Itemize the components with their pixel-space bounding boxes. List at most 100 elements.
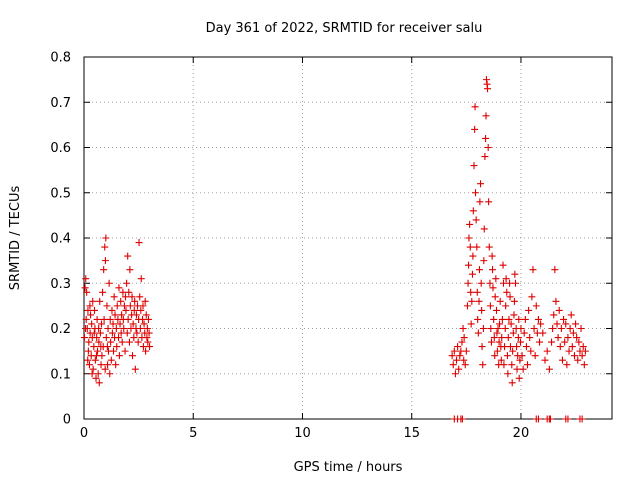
- data-point: [515, 315, 523, 323]
- data-point: [461, 361, 469, 369]
- data-point: [498, 315, 506, 323]
- data-point: [106, 315, 114, 323]
- data-point: [449, 361, 457, 369]
- data-point: [482, 134, 490, 142]
- data-point: [104, 361, 112, 369]
- data-point: [131, 365, 139, 373]
- data-point: [562, 320, 570, 328]
- data-point: [144, 315, 152, 323]
- data-point: [551, 266, 559, 274]
- data-point: [577, 325, 585, 332]
- data-point: [113, 302, 121, 310]
- data-point: [522, 343, 530, 351]
- y-tick-label: 0.8: [50, 51, 71, 66]
- y-tick-label: 0: [63, 413, 71, 428]
- data-point: [107, 338, 115, 346]
- data-point: [90, 306, 98, 314]
- data-point: [142, 347, 150, 355]
- data-point: [466, 220, 474, 228]
- data-point: [96, 329, 104, 337]
- data-point: [82, 315, 90, 323]
- data-point: [479, 361, 487, 369]
- data-point: [123, 329, 131, 337]
- data-point: [531, 352, 539, 360]
- data-point: [465, 261, 473, 269]
- data-point: [108, 306, 116, 314]
- data-point: [495, 338, 503, 346]
- data-point: [88, 320, 96, 328]
- data-point: [139, 343, 147, 351]
- data-point: [479, 325, 487, 332]
- x-axis-label: GPS time / hours: [294, 460, 403, 475]
- data-point: [569, 329, 577, 337]
- data-point: [93, 315, 101, 323]
- data-point: [121, 347, 129, 355]
- y-tick-label: 0.7: [50, 96, 71, 111]
- data-point: [450, 347, 458, 355]
- data-point: [513, 365, 521, 373]
- data-point: [496, 297, 504, 305]
- data-point: [471, 103, 479, 111]
- data-point: [553, 320, 561, 328]
- data-point: [94, 347, 102, 355]
- x-tick-label: 0: [80, 426, 88, 441]
- data-point: [474, 329, 482, 337]
- data-point: [566, 325, 574, 332]
- data-point: [109, 347, 117, 355]
- data-point: [91, 356, 99, 364]
- data-point: [497, 356, 505, 364]
- x-tick-label: 10: [294, 426, 311, 441]
- data-point: [131, 297, 139, 305]
- data-point: [458, 415, 466, 423]
- data-point: [129, 352, 137, 360]
- data-point: [564, 415, 572, 423]
- data-point: [103, 302, 111, 310]
- data-point: [118, 338, 126, 346]
- data-point: [510, 297, 518, 305]
- data-point: [532, 302, 540, 310]
- data-point: [101, 365, 109, 373]
- data-point: [480, 257, 488, 265]
- data-point: [145, 329, 153, 337]
- data-point: [534, 415, 542, 423]
- x-tick-label: 5: [189, 426, 197, 441]
- data-point: [503, 352, 511, 360]
- data-point: [122, 306, 130, 314]
- data-point: [560, 315, 568, 323]
- data-point: [136, 293, 144, 301]
- data-point: [93, 334, 101, 342]
- data-point: [484, 85, 492, 93]
- data-point: [81, 284, 89, 292]
- data-point: [503, 288, 511, 296]
- data-point: [554, 334, 562, 342]
- data-point: [100, 315, 108, 323]
- data-point: [110, 293, 118, 301]
- data-point: [119, 288, 127, 296]
- data-point: [88, 370, 96, 378]
- data-point: [555, 306, 563, 314]
- data-point: [543, 347, 551, 355]
- data-point: [448, 352, 456, 360]
- data-point: [578, 352, 586, 360]
- x-tick-label: 15: [403, 426, 420, 441]
- data-point: [107, 356, 115, 364]
- data-point: [451, 370, 459, 378]
- data-point: [488, 252, 496, 260]
- y-tick-label: 0.1: [50, 367, 71, 382]
- data-point: [130, 334, 138, 342]
- data-point: [134, 338, 142, 346]
- data-point: [484, 144, 492, 151]
- data-point: [505, 315, 513, 323]
- chart-title: Day 361 of 2022, SRMTID for receiver sal…: [206, 21, 483, 36]
- data-point: [491, 352, 499, 360]
- y-axis-label: SRMTID / TECUs: [8, 186, 23, 291]
- data-point: [489, 284, 497, 292]
- data-point: [456, 352, 464, 360]
- data-point: [578, 415, 586, 423]
- data-point: [101, 257, 109, 265]
- data-point: [129, 320, 137, 328]
- data-point: [101, 243, 109, 251]
- data-point: [506, 279, 514, 287]
- y-tick-label: 0.2: [50, 322, 71, 337]
- y-tick-label: 0.6: [50, 141, 71, 156]
